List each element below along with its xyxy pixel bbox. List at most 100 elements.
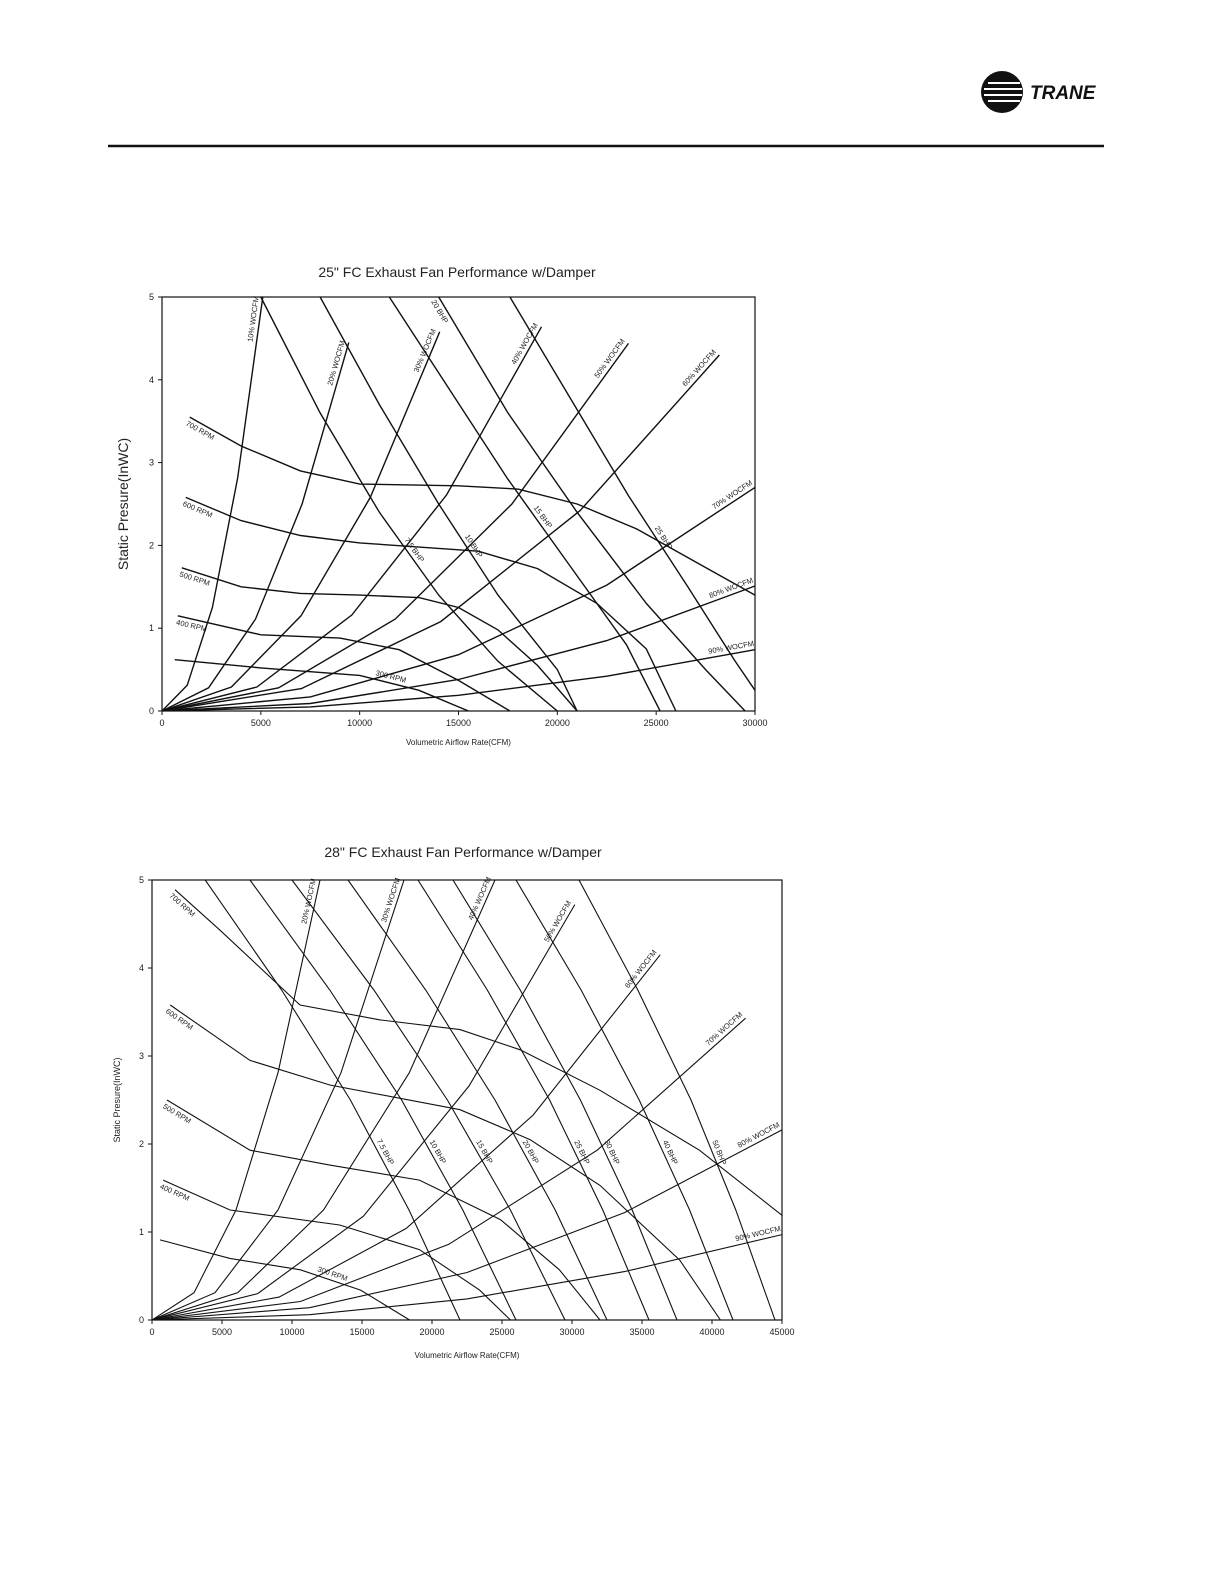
chart: 25" FC Exhaust Fan Performance w/Damper V… bbox=[115, 264, 768, 747]
y-tick-label: 5 bbox=[149, 292, 154, 302]
curve-label: 500 RPM bbox=[161, 1102, 192, 1126]
logo-mark bbox=[981, 71, 1023, 113]
chart-title: 25" FC Exhaust Fan Performance w/Damper bbox=[318, 264, 596, 280]
y-tick-label: 1 bbox=[139, 1227, 144, 1237]
curve bbox=[438, 296, 746, 711]
curve bbox=[189, 416, 756, 596]
x-tick-label: 30000 bbox=[559, 1327, 584, 1337]
curve bbox=[260, 296, 558, 711]
curve bbox=[388, 296, 661, 711]
y-tick-label: 2 bbox=[149, 540, 154, 550]
curve bbox=[515, 879, 734, 1320]
x-tick-label: 20000 bbox=[419, 1327, 444, 1337]
curve bbox=[578, 879, 776, 1320]
curve-label: 40% WOCFM bbox=[509, 321, 540, 366]
x-tick-label: 15000 bbox=[349, 1327, 374, 1337]
curve-label: 60% WOCFM bbox=[623, 948, 659, 990]
curve-label: 50 BHP bbox=[710, 1139, 728, 1166]
curve bbox=[185, 496, 677, 711]
curve-label: 400 RPM bbox=[175, 618, 207, 634]
curve bbox=[162, 296, 264, 711]
curve bbox=[452, 879, 678, 1320]
logo: TRANE bbox=[981, 71, 1097, 113]
curve bbox=[152, 879, 405, 1320]
y-tick-label: 1 bbox=[149, 623, 154, 633]
y-tick-label: 0 bbox=[139, 1315, 144, 1325]
curve bbox=[509, 296, 756, 691]
x-tick-label: 5000 bbox=[212, 1327, 232, 1337]
curve bbox=[249, 879, 517, 1320]
curve bbox=[162, 585, 756, 711]
curve bbox=[152, 1017, 746, 1320]
curve-label: 70% WOCFM bbox=[704, 1010, 745, 1047]
y-tick-label: 0 bbox=[149, 706, 154, 716]
curve bbox=[177, 615, 511, 711]
curve bbox=[152, 879, 321, 1320]
curve bbox=[152, 954, 661, 1320]
curve bbox=[152, 904, 576, 1320]
curve bbox=[169, 1004, 721, 1320]
curve-label: 70% WOCFM bbox=[710, 478, 754, 511]
x-tick-label: 10000 bbox=[347, 718, 372, 728]
plot-frame bbox=[151, 879, 783, 1321]
y-tick-label: 2 bbox=[139, 1139, 144, 1149]
chart: 28" FC Exhaust Fan Performance w/Damper V… bbox=[112, 844, 795, 1360]
x-tick-label: 35000 bbox=[629, 1327, 654, 1337]
curve-label: 20% WOCFM bbox=[325, 339, 346, 386]
y-tick-label: 3 bbox=[149, 458, 154, 468]
plot-frame bbox=[161, 296, 756, 712]
curve-label: 50% WOCFM bbox=[542, 899, 573, 944]
curve-label: 60% WOCFM bbox=[680, 348, 718, 388]
curve bbox=[162, 1179, 511, 1320]
curve bbox=[159, 1239, 410, 1320]
x-tick-label: 15000 bbox=[446, 718, 471, 728]
curve bbox=[347, 879, 608, 1320]
curve bbox=[162, 342, 630, 711]
x-tick-label: 25000 bbox=[644, 718, 669, 728]
x-axis-label: Volumetric Airflow Rate(CFM) bbox=[406, 738, 511, 747]
curve bbox=[162, 342, 350, 711]
curve-label: 50% WOCFM bbox=[592, 337, 626, 380]
logo-stripes bbox=[984, 82, 1022, 102]
curve-label: 80% WOCFM bbox=[736, 1120, 781, 1149]
x-tick-label: 45000 bbox=[769, 1327, 794, 1337]
curve bbox=[319, 296, 578, 711]
curve bbox=[162, 326, 543, 711]
y-axis-label: Static Presure(InWC) bbox=[115, 438, 131, 570]
x-tick-label: 25000 bbox=[489, 1327, 514, 1337]
y-tick-label: 4 bbox=[149, 375, 154, 385]
x-tick-label: 5000 bbox=[251, 718, 271, 728]
x-tick-label: 0 bbox=[149, 1327, 154, 1337]
x-axis-label: Volumetric Airflow Rate(CFM) bbox=[415, 1351, 520, 1360]
curve bbox=[204, 879, 461, 1320]
curve bbox=[174, 889, 783, 1216]
curve bbox=[162, 354, 720, 711]
curve bbox=[291, 879, 566, 1320]
curve bbox=[152, 1129, 783, 1320]
y-axis-label: Static Presure(InWC) bbox=[112, 1057, 122, 1142]
x-tick-label: 30000 bbox=[742, 718, 767, 728]
brand: TRANE bbox=[1030, 83, 1097, 104]
y-tick-label: 3 bbox=[139, 1051, 144, 1061]
curve bbox=[166, 1099, 601, 1320]
curve bbox=[162, 649, 756, 711]
x-tick-label: 20000 bbox=[545, 718, 570, 728]
curve-label: 10% WOCFM bbox=[246, 295, 261, 342]
curve-label: 30% WOCFM bbox=[379, 877, 402, 924]
curve bbox=[162, 486, 756, 711]
curve bbox=[162, 331, 441, 711]
x-tick-label: 0 bbox=[159, 718, 164, 728]
curve-label: 80% WOCFM bbox=[708, 576, 755, 600]
y-tick-label: 4 bbox=[139, 963, 144, 973]
chart-title: 28" FC Exhaust Fan Performance w/Damper bbox=[324, 844, 602, 860]
x-tick-label: 10000 bbox=[279, 1327, 304, 1337]
curve bbox=[152, 1234, 783, 1320]
curve bbox=[417, 879, 650, 1320]
curve bbox=[152, 879, 496, 1320]
x-tick-label: 40000 bbox=[699, 1327, 724, 1337]
curve bbox=[181, 567, 578, 711]
y-tick-label: 5 bbox=[139, 875, 144, 885]
